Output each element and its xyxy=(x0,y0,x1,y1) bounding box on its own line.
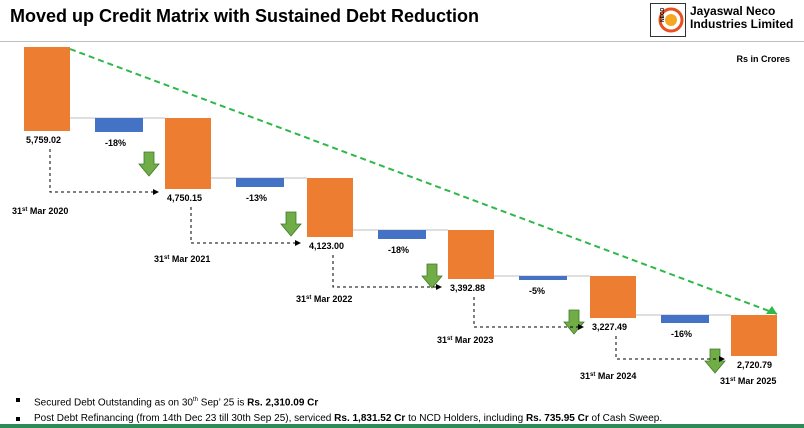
dashed-connector-2 xyxy=(332,255,436,288)
debt-bar-3 xyxy=(448,230,494,279)
date-label-1: 31st Mar 2021 xyxy=(154,254,210,264)
dashed-connector-4 xyxy=(615,336,719,360)
debt-waterfall-chart: 5,759.02 4,750.15 4,123.00 3,392.88 3,227.49… xyxy=(12,47,778,386)
debt-bar-4 xyxy=(590,276,636,318)
down-arrow-icon xyxy=(138,151,160,177)
change-bar-3 xyxy=(519,276,567,280)
sun-logo-icon: NECO xyxy=(650,3,686,37)
change-bar-0 xyxy=(95,118,143,132)
down-arrow-icon xyxy=(704,348,726,374)
connector-arrowhead-icon xyxy=(719,356,725,362)
debt-bar-5 xyxy=(731,315,777,356)
note-secured-debt: Secured Debt Outstanding as on 30th Sep’… xyxy=(14,392,662,411)
connector-arrowhead-icon xyxy=(436,284,442,290)
debt-bar-2 xyxy=(307,178,353,237)
company-name: Jayaswal Neco Industries Limited xyxy=(690,5,793,31)
debt-bar-0 xyxy=(24,47,70,131)
debt-value-label-5: 2,720.79 xyxy=(737,360,772,370)
down-arrow-icon xyxy=(280,211,302,237)
connector-arrowhead-icon xyxy=(295,240,301,246)
date-label-4: 31st Mar 2024 xyxy=(580,371,636,381)
logo-letters: NECO xyxy=(660,7,666,22)
date-label-3: 31st Mar 2023 xyxy=(437,335,493,345)
note-debt-refinancing: Post Debt Refinancing (from 14th Dec 23 … xyxy=(14,411,662,427)
change-bar-1 xyxy=(236,178,284,187)
header-divider xyxy=(0,41,804,42)
change-pct-label-4: -16% xyxy=(671,329,692,339)
unit-label: Rs in Crores xyxy=(736,54,790,64)
date-label-5: 31st Mar 2025 xyxy=(720,376,776,386)
debt-value-label-3: 3,392.88 xyxy=(450,283,485,293)
dashed-connector-1 xyxy=(190,207,295,244)
company-name-line2: Industries Limited xyxy=(690,17,794,31)
change-pct-label-1: -13% xyxy=(246,193,267,203)
company-name-line1: Jayaswal Neco xyxy=(690,4,776,18)
page-title: Moved up Credit Matrix with Sustained De… xyxy=(10,6,480,26)
debt-value-label-0: 5,759.02 xyxy=(26,135,61,145)
down-arrow-icon xyxy=(563,309,585,335)
trend-line xyxy=(69,48,778,315)
date-label-2: 31st Mar 2022 xyxy=(296,294,352,304)
company-logo: NECO Jayaswal Neco Industries Limited xyxy=(650,3,800,37)
change-pct-label-3: -5% xyxy=(529,286,545,296)
date-label-0: 31st Mar 2020 xyxy=(12,206,68,216)
connector-arrowhead-icon xyxy=(578,324,584,330)
trend-arrowhead-icon xyxy=(766,306,777,314)
footer-accent-line xyxy=(0,424,804,428)
debt-bar-1 xyxy=(165,118,211,189)
debt-value-label-1: 4,750.15 xyxy=(167,193,202,203)
debt-value-label-4: 3,227.49 xyxy=(592,322,627,332)
change-pct-label-0: -18% xyxy=(105,138,126,148)
debt-value-label-2: 4,123.00 xyxy=(309,241,344,251)
connector-arrowhead-icon xyxy=(153,189,159,195)
dashed-connector-0 xyxy=(49,149,153,193)
change-pct-label-2: -18% xyxy=(388,245,409,255)
dashed-connector-3 xyxy=(473,297,578,328)
change-bar-2 xyxy=(378,230,426,239)
footnotes: Secured Debt Outstanding as on 30th Sep’… xyxy=(14,392,662,427)
down-arrow-icon xyxy=(421,263,443,289)
change-bar-4 xyxy=(661,315,709,323)
